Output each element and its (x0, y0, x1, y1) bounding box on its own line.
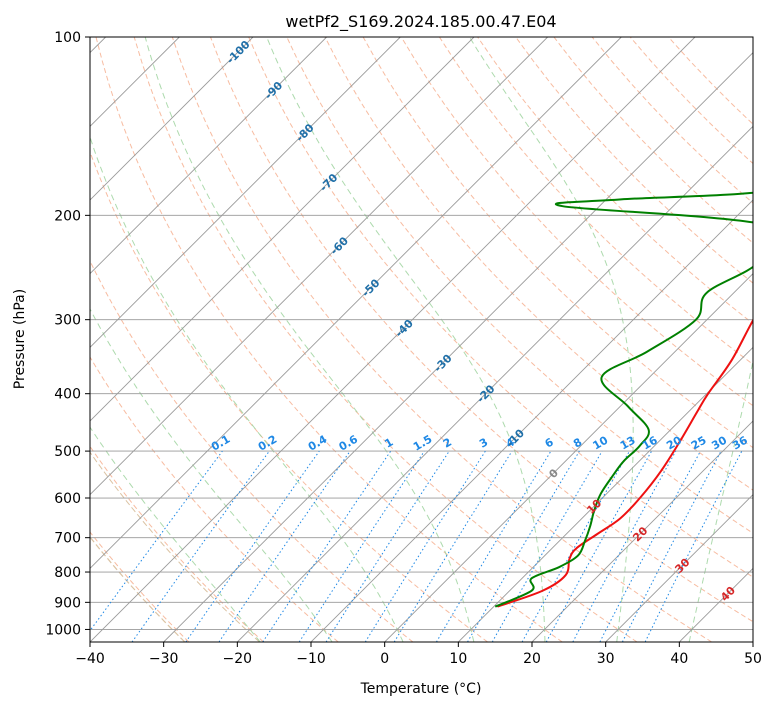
y-tick-label: 300 (54, 313, 81, 329)
dry-adiabat-line (90, 445, 264, 642)
sounding-traces (494, 191, 753, 608)
mixing-ratio-line (131, 450, 270, 642)
x-tick-label: 10 (449, 651, 467, 667)
dry-adiabat-surface-line (90, 451, 260, 642)
mixing-ratio-line (262, 450, 392, 642)
temperature-line (497, 318, 753, 608)
isotherm-line (605, 494, 753, 642)
dry-adiabat-line (90, 531, 190, 642)
x-tick-label: −30 (149, 651, 179, 667)
dry-adiabat-line (248, 37, 753, 578)
x-tick-label: −10 (296, 651, 326, 667)
dry-adiabat-line (171, 37, 712, 642)
x-axis-label: Temperature (°C) (360, 681, 482, 697)
isotherm-line (90, 37, 254, 201)
dry-adiabat-line (400, 37, 753, 407)
plot-frame (89, 36, 754, 643)
dry-adiabat-line (133, 37, 638, 642)
plot-background (90, 37, 753, 642)
isotherm-line (90, 37, 327, 275)
isotherm-line (90, 37, 475, 422)
y-axis-label: Pressure (hPa) (12, 289, 28, 389)
isotherm-line (90, 37, 401, 348)
y-tick-label: 700 (54, 531, 81, 547)
isotherm-line (384, 273, 753, 642)
y-tick-label: 500 (54, 444, 81, 460)
isotherm-line (90, 37, 548, 496)
axes: −40 −30 −20 −10 0 10 20 30 40 50 100 200 300 400 500 60… (45, 30, 762, 667)
x-tick-label: 50 (744, 651, 762, 667)
dry-adiabat-line (324, 37, 753, 491)
moist-adiabat-line (688, 358, 753, 642)
dry-adiabat-line (90, 356, 339, 642)
x-tick-label: −40 (75, 651, 105, 667)
dry-adiabat-line (95, 37, 563, 642)
y-tick-label: 900 (54, 595, 81, 611)
mixing-ratio-line (90, 450, 223, 632)
y-tick-label: 600 (54, 491, 81, 507)
mixing-ratio-line (393, 450, 513, 642)
isotherm-line (458, 346, 753, 642)
y-tick-label: 400 (54, 387, 81, 403)
background-lines (90, 37, 753, 642)
moist-adiabat-line (144, 37, 475, 642)
isotherm-line (90, 37, 696, 642)
isotherm-line (163, 52, 753, 642)
x-tick-label: 20 (523, 651, 541, 667)
isotherm-line (310, 199, 753, 642)
moist-adiabat-line (90, 135, 404, 642)
isotherm-line (531, 420, 753, 642)
chart-title: wetPf2_S169.2024.185.00.47.E04 (285, 12, 556, 32)
isotherm-line (237, 125, 753, 642)
moist-adiabat-line (266, 37, 546, 642)
dry-adiabat-line (210, 37, 753, 623)
y-tick-label: 800 (54, 565, 81, 581)
mixing-ratio-line (298, 450, 425, 642)
dry-adiabat-line (515, 37, 753, 284)
mixing-ratio-line (325, 450, 450, 642)
moist-adiabat-line (90, 308, 333, 642)
y-tick-label: 100 (54, 30, 81, 46)
moist-adiabat-line (90, 426, 261, 642)
dry-adiabat-line (438, 37, 753, 366)
isotherm-line (752, 641, 753, 642)
x-tick-label: 0 (380, 651, 389, 667)
dry-adiabat-surface-line (90, 536, 186, 642)
mixing-ratio-line (572, 450, 677, 642)
x-tick-label: −20 (223, 651, 253, 667)
mixing-ratio-line (545, 450, 653, 642)
y-tick-label: 1000 (45, 622, 81, 638)
mixing-ratio-line (185, 450, 320, 642)
y-tick-label: 200 (54, 208, 81, 224)
x-tick-label: 30 (597, 651, 615, 667)
isotherm-line (90, 37, 622, 569)
mixing-ratio-line (218, 450, 351, 642)
x-tick-label: 40 (670, 651, 688, 667)
mixing-ratio-line (644, 450, 743, 642)
dewpoint-line (494, 191, 753, 608)
dry-adiabat-line (90, 150, 488, 642)
